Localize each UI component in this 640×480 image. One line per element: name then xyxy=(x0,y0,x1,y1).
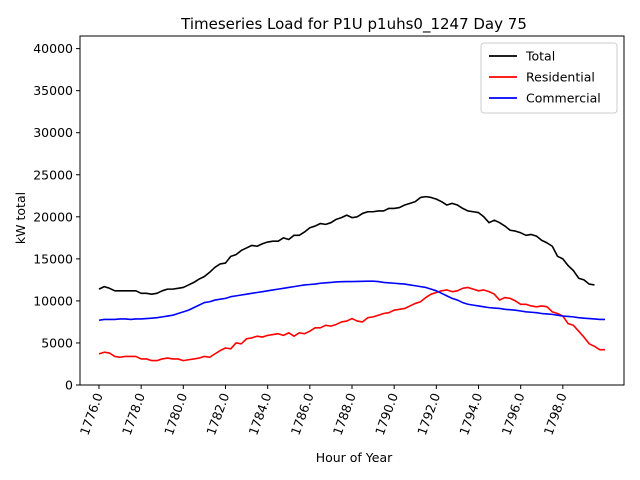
y-tick-label: 20000 xyxy=(33,209,73,224)
y-tick-label: 40000 xyxy=(33,41,73,56)
chart-title: Timeseries Load for P1U p1uhs0_1247 Day … xyxy=(180,15,527,34)
x-tick-label: 1784.0 xyxy=(245,391,274,437)
x-tick-label: 1778.0 xyxy=(119,391,148,437)
x-tick-label: 1790.0 xyxy=(372,391,401,437)
y-tick-label: 0 xyxy=(65,378,73,393)
x-tick-label: 1788.0 xyxy=(330,391,359,437)
x-tick-label: 1776.0 xyxy=(77,391,106,437)
x-tick-label: 1782.0 xyxy=(203,391,232,437)
x-tick-label: 1792.0 xyxy=(414,391,443,437)
legend-label-total: Total xyxy=(525,49,555,64)
x-tick-label: 1780.0 xyxy=(161,391,190,437)
legend-label-commercial: Commercial xyxy=(526,91,601,106)
y-tick-label: 30000 xyxy=(33,125,73,140)
x-tick-label: 1798.0 xyxy=(541,391,570,437)
y-tick-label: 15000 xyxy=(33,251,73,266)
legend-box xyxy=(480,42,618,114)
plot-lines xyxy=(98,195,606,362)
series-line-commercial xyxy=(98,280,606,322)
x-tick-label: 1794.0 xyxy=(456,391,485,437)
series-line-total xyxy=(98,195,595,295)
y-tick-label: 5000 xyxy=(41,335,73,350)
x-axis-label: Hour of Year xyxy=(316,450,393,465)
y-tick-label: 35000 xyxy=(33,83,73,98)
x-tick-label: 1786.0 xyxy=(288,391,317,437)
y-tick-label: 25000 xyxy=(33,167,73,182)
x-tick-label: 1796.0 xyxy=(498,391,527,437)
y-axis: 0 5000 10000 15000 20000 25000 30000 35000 40000 xyxy=(33,41,80,393)
legend: Total Residential Commercial xyxy=(480,42,618,114)
series-line-residential xyxy=(98,286,606,362)
x-axis: 1776.0 1778.0 1780.0 1782.0 1784.0 1786.0 1788… xyxy=(77,385,570,437)
y-tick-label: 10000 xyxy=(33,293,73,308)
legend-label-residential: Residential xyxy=(526,70,595,85)
y-axis-label: kW total xyxy=(13,192,28,244)
